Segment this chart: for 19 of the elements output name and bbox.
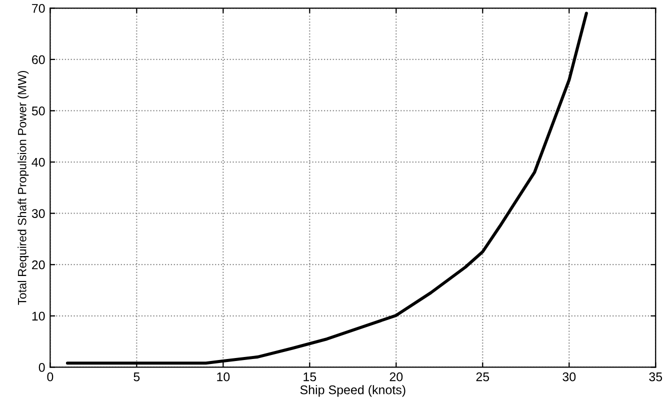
x-tick-label: 30 — [562, 372, 576, 382]
x-tick-label: 0 — [47, 372, 54, 382]
x-tick-label: 15 — [304, 372, 316, 382]
y-tick-label: 60 — [32, 55, 45, 64]
x-tick-label: 20 — [390, 372, 403, 382]
x-tick-label: 25 — [476, 372, 490, 382]
y-tick-label: 10 — [32, 312, 45, 321]
y-tick-label: 50 — [32, 106, 45, 116]
y-tick-label: 20 — [32, 260, 45, 270]
y-tick-label: 0 — [38, 363, 45, 372]
line-series — [66, 12, 588, 365]
x-axis-title: Ship Speed (knots) — [300, 385, 406, 397]
x-tick-label: 5 — [134, 372, 140, 382]
y-tick-label: 30 — [32, 209, 45, 218]
x-tick-label: 35 — [649, 372, 662, 382]
y-axis-title: Total Required Shaft Propulsion Power (MW) — [18, 70, 29, 305]
x-tick-label: 10 — [217, 372, 230, 382]
y-tick-label: 70 — [32, 4, 45, 13]
y-tick-label: 40 — [32, 158, 45, 167]
